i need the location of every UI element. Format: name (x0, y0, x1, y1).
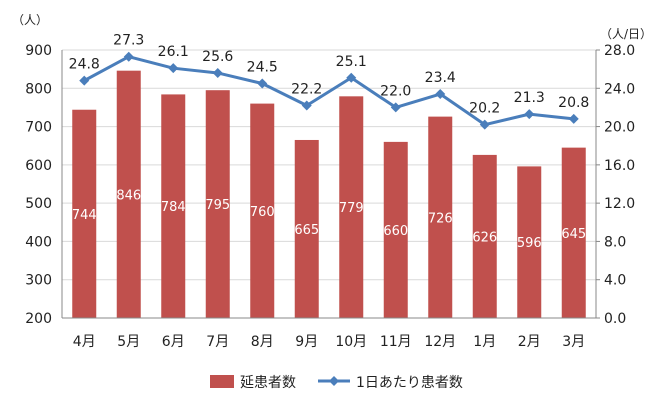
left-axis-ticks: 200 300 400 500 600 700 800 900 (25, 43, 52, 327)
x-axis-ticks: 4月 5月 6月 7月 8月 9月 10月 11月 12月 1月 2月 3月 (73, 334, 585, 350)
x-tick-label: 3月 (562, 334, 585, 350)
bar-value-label: 626 (472, 230, 497, 245)
bar (72, 109, 97, 319)
left-tick-label: 600 (25, 158, 52, 174)
gridlines (62, 49, 596, 319)
line-value-label: 22.0 (380, 83, 411, 99)
bar-value-label: 846 (116, 188, 141, 203)
right-tick-label: 0.0 (604, 311, 626, 327)
bar-value-label: 779 (339, 201, 364, 216)
line-marker (568, 113, 579, 124)
bar-value-label: 596 (517, 236, 542, 251)
right-axis-unit: （人/日） (600, 27, 652, 41)
line-marker (524, 109, 535, 120)
bar-value-label: 665 (294, 223, 319, 238)
legend-label-bar: 延患者数 (240, 375, 296, 391)
x-tick-label: 9月 (295, 334, 318, 350)
bar-value-label: 760 (250, 205, 275, 220)
bar-value-label: 660 (383, 224, 408, 239)
line-value-label: 27.3 (113, 33, 144, 49)
bar (383, 141, 408, 318)
bar-value-label: 726 (428, 211, 453, 226)
line-value-label: 24.5 (247, 60, 278, 76)
line-value-label: 20.2 (469, 101, 500, 117)
line-value-label: 21.3 (514, 90, 545, 106)
bar (428, 116, 453, 318)
legend-swatch-marker (329, 376, 339, 386)
line-value-label: 26.1 (158, 44, 189, 60)
bar (294, 139, 319, 318)
line-value-label: 25.1 (336, 54, 367, 70)
bar (116, 70, 141, 318)
line-marker (435, 89, 446, 100)
x-tick-label: 10月 (335, 334, 367, 350)
bar (472, 154, 497, 318)
line-marker (123, 51, 134, 62)
right-tick-label: 24.0 (604, 81, 635, 97)
x-tick-label: 4月 (73, 334, 96, 350)
line-marker (346, 72, 357, 83)
bar-value-label: 645 (561, 227, 586, 242)
left-tick-label: 400 (25, 234, 52, 250)
line-value-label: 23.4 (425, 70, 456, 86)
line-marker (168, 63, 179, 74)
axes (61, 50, 597, 319)
line-value-label: 25.6 (202, 49, 233, 65)
x-tick-label: 12月 (424, 334, 456, 350)
line-value-label: 22.2 (291, 82, 322, 98)
left-tick-label: 900 (25, 43, 52, 59)
left-tick-label: 700 (25, 120, 52, 136)
line-marker (301, 100, 312, 111)
line-value-label: 20.8 (558, 95, 589, 111)
left-tick-label: 500 (25, 196, 52, 212)
line-marker (257, 78, 268, 89)
right-tick-label: 8.0 (604, 234, 626, 250)
x-tick-label: 5月 (117, 334, 140, 350)
line-marker (390, 102, 401, 113)
legend: 延患者数 1日あたり患者数 (210, 375, 463, 391)
bar-value-label: 744 (72, 208, 97, 223)
line-marker (212, 67, 223, 78)
bar (205, 90, 230, 318)
line-marker (79, 75, 90, 86)
x-tick-label: 8月 (251, 334, 274, 350)
right-tick-label: 12.0 (604, 196, 635, 212)
left-tick-label: 200 (25, 311, 52, 327)
x-tick-label: 1月 (473, 334, 496, 350)
left-tick-label: 800 (25, 81, 52, 97)
right-tick-label: 28.0 (604, 43, 635, 59)
right-tick-label: 4.0 (604, 273, 626, 289)
line-path (83, 55, 574, 127)
right-tick-label: 20.0 (604, 120, 635, 136)
x-tick-label: 11月 (380, 334, 412, 350)
bar-value-labels: 744 846 784 795 760 665 779 660 726 626 596 645 (72, 188, 586, 251)
line-value-labels: 24.8 27.3 26.1 25.6 24.5 22.2 25.1 22.0 23.4 20.2… (69, 33, 590, 117)
bar (339, 96, 364, 318)
x-tick-label: 7月 (206, 334, 229, 350)
right-tick-label: 16.0 (604, 158, 635, 174)
bar-value-label: 795 (205, 198, 230, 213)
bar-value-label: 784 (161, 200, 186, 215)
line-marker (479, 119, 490, 130)
bar (517, 166, 542, 318)
bar (561, 147, 586, 318)
bar (250, 103, 275, 318)
legend-label-line: 1日あたり患者数 (356, 375, 463, 391)
legend-swatch-bar (210, 375, 234, 388)
line-series (79, 51, 579, 130)
right-axis-ticks: 0.0 4.0 8.0 12.0 16.0 20.0 24.0 28.0 (596, 43, 635, 327)
bar (161, 94, 186, 318)
left-tick-label: 300 (25, 273, 52, 289)
x-tick-label: 2月 (518, 334, 541, 350)
x-tick-label: 6月 (162, 334, 185, 350)
left-axis-unit: （人） (12, 13, 48, 27)
bar-series (72, 70, 586, 319)
line-value-label: 24.8 (69, 57, 100, 73)
